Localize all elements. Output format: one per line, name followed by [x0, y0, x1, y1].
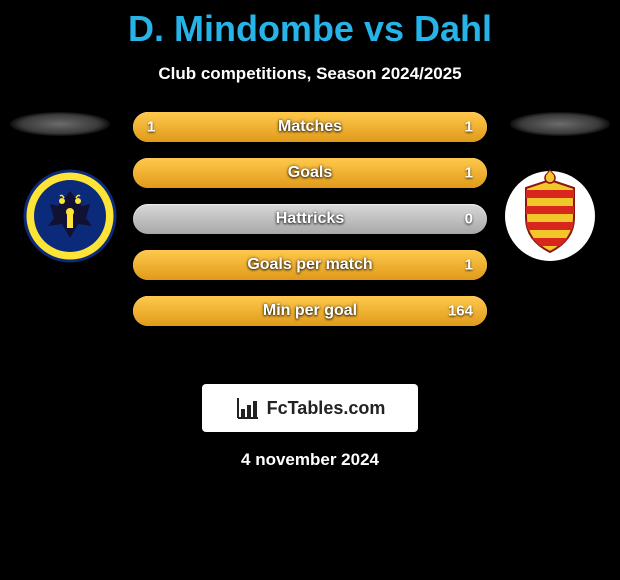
- brand-box: FcTables.com: [202, 384, 418, 432]
- team-crest-left: [20, 166, 120, 266]
- stats-bars: 1 1 Matches 1 Goals 0 Hattricks 1 Goals per matc…: [133, 112, 487, 342]
- crest-shadow-right: [510, 112, 610, 136]
- stat-value-right: 1: [465, 257, 473, 274]
- stat-value-left: 1: [147, 119, 155, 136]
- stvv-crest-icon: [20, 166, 120, 266]
- stat-value-right: 0: [465, 211, 473, 228]
- stat-bar: 1 Goals per match: [133, 250, 487, 280]
- stat-label: Matches: [278, 118, 342, 136]
- comparison-content: 1 1 Matches 1 Goals 0 Hattricks 1 Goals per matc…: [0, 112, 620, 372]
- stat-value-right: 164: [448, 303, 473, 320]
- stat-label: Min per goal: [263, 302, 357, 320]
- date-line: 4 november 2024: [0, 450, 620, 470]
- stat-label: Goals: [288, 164, 332, 182]
- stat-bar: 0 Hattricks: [133, 204, 487, 234]
- brand-text: FcTables.com: [267, 398, 386, 419]
- stat-value-right: 1: [465, 165, 473, 182]
- stat-bar: 1 1 Matches: [133, 112, 487, 142]
- stat-value-right: 1: [465, 119, 473, 136]
- stat-label: Hattricks: [276, 210, 344, 228]
- subtitle: Club competitions, Season 2024/2025: [0, 64, 620, 84]
- stat-bar: 164 Min per goal: [133, 296, 487, 326]
- stat-label: Goals per match: [247, 256, 372, 274]
- page-title: D. Mindombe vs Dahl: [0, 0, 620, 50]
- mechelen-crest-icon: [500, 166, 600, 266]
- team-crest-right: [500, 166, 600, 266]
- crest-shadow-left: [10, 112, 110, 136]
- bar-chart-icon: [235, 395, 261, 421]
- stat-bar: 1 Goals: [133, 158, 487, 188]
